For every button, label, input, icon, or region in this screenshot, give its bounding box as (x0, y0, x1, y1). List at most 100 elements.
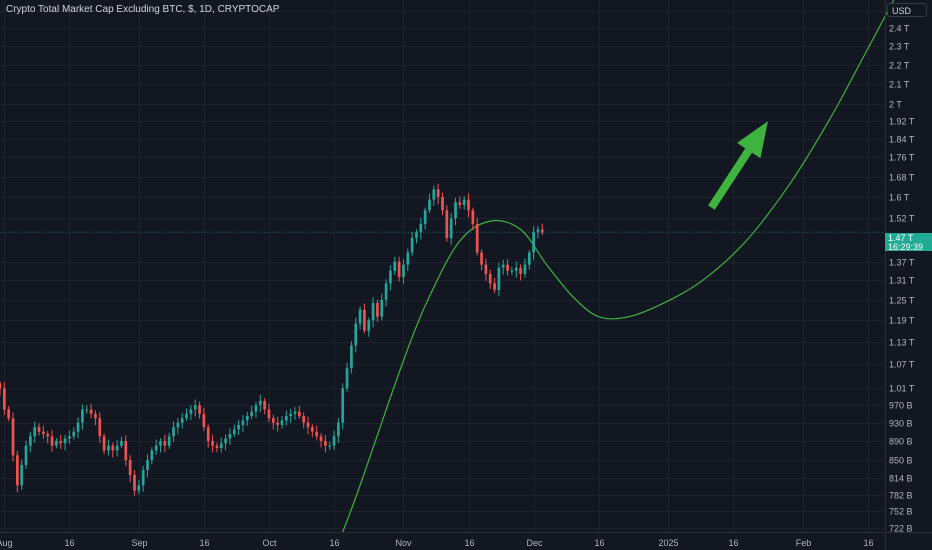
candle (107, 439, 110, 456)
candle (428, 193, 431, 214)
candle (289, 408, 293, 424)
y-tick-label: 1.31 T (889, 276, 915, 286)
candle-body (354, 323, 358, 346)
candle (506, 259, 509, 276)
candle-body (59, 440, 63, 444)
candle (7, 406, 11, 422)
candle-body (423, 210, 427, 224)
candle-body (328, 445, 332, 447)
x-tick-label: Sep (131, 538, 147, 548)
candle-body (324, 440, 327, 446)
candle (172, 421, 175, 442)
y-tick-label: 850 B (889, 456, 913, 466)
candle-body (332, 436, 336, 446)
candle-body (393, 261, 397, 271)
candle-body (311, 427, 314, 432)
candle (432, 185, 436, 206)
candle (471, 207, 475, 231)
candles (0, 183, 544, 496)
candle-body (337, 422, 340, 437)
candle (484, 258, 488, 282)
up-arrow-icon (708, 121, 768, 210)
candle-body (462, 199, 466, 205)
candle (454, 197, 457, 226)
candle-body (527, 252, 531, 265)
candle (72, 427, 76, 440)
candle-body (445, 210, 449, 238)
candle (410, 231, 414, 256)
candle-body (436, 189, 440, 198)
candle-body (137, 485, 141, 491)
candle-body (33, 427, 37, 437)
candle-body (81, 409, 84, 423)
candle-body (406, 252, 410, 265)
candle (311, 424, 314, 438)
y-tick-label: 1.84 T (889, 135, 915, 145)
candle-body (514, 267, 518, 271)
candle-body (458, 202, 462, 205)
candle (332, 430, 336, 450)
candle (124, 435, 128, 467)
candle-body (16, 455, 19, 486)
candle (55, 438, 58, 449)
candle (33, 421, 37, 443)
candle (0, 380, 2, 396)
candle (16, 450, 19, 493)
candle (98, 412, 102, 443)
candle (128, 455, 132, 483)
candle (501, 259, 505, 275)
y-tick-label: 930 B (889, 419, 913, 429)
candle-body (488, 273, 492, 284)
candle (324, 434, 327, 453)
currency-button[interactable]: USD (887, 3, 927, 17)
candle-body (219, 443, 223, 449)
candle (245, 411, 249, 427)
candle-body (467, 199, 470, 211)
candle-body (185, 413, 188, 419)
candle-body (176, 422, 180, 428)
candle-body (397, 261, 401, 278)
candle (475, 217, 479, 256)
candle (263, 398, 266, 415)
candle (423, 207, 427, 230)
candle (50, 430, 54, 452)
candle (141, 465, 145, 492)
y-tick-label: 782 B (889, 491, 913, 501)
candle (20, 459, 24, 491)
y-tick-label: 1.6 T (889, 193, 910, 203)
candle-body (193, 405, 197, 410)
candle (2, 382, 6, 416)
candle-body (189, 409, 193, 414)
y-tick-label: 1.92 T (889, 117, 915, 127)
candle-body (484, 264, 488, 274)
candle (280, 416, 284, 429)
candle (445, 205, 449, 242)
candle (81, 404, 84, 430)
candle (224, 434, 227, 451)
candle (519, 264, 522, 281)
candle-body (202, 413, 206, 428)
candle-body (94, 413, 97, 419)
candle-body (419, 223, 423, 233)
candle-body (302, 416, 306, 423)
y-tick-label: 970 B (889, 401, 913, 411)
last-price-label: 1.47 T (888, 233, 914, 243)
y-tick-label: 2.2 T (889, 61, 910, 71)
candle (376, 299, 379, 322)
candle (393, 256, 397, 276)
candle (219, 437, 223, 453)
trend-curve (342, 0, 895, 533)
x-tick-label: 2025 (658, 538, 678, 548)
candle-body (124, 440, 128, 461)
candle-body (519, 267, 522, 274)
x-tick-label: 16 (464, 538, 474, 548)
candle-body (76, 422, 80, 432)
candle (540, 223, 544, 236)
y-tick-label: 1.19 T (889, 316, 915, 326)
candle-body (523, 264, 527, 274)
candle (397, 256, 401, 282)
candle (237, 419, 240, 436)
candle (367, 317, 371, 337)
candle-body (432, 189, 436, 200)
